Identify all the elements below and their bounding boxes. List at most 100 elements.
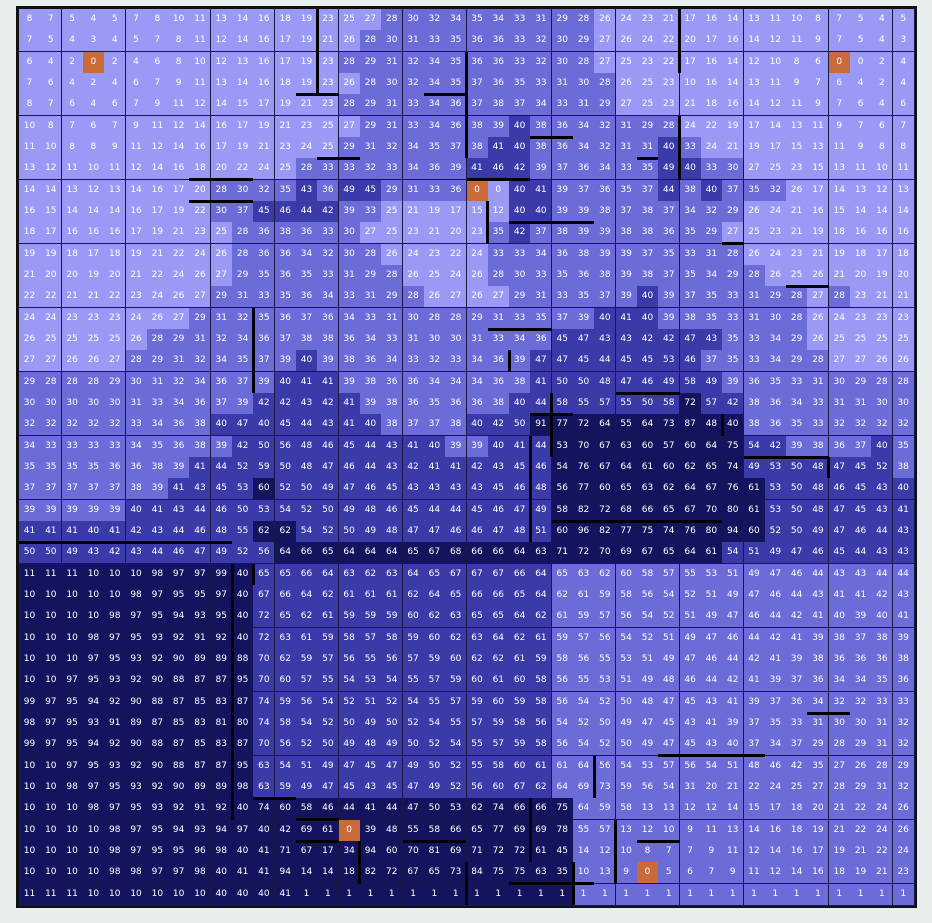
grid-cell[interactable]: 47: [189, 542, 212, 565]
grid-cell[interactable]: 34: [530, 94, 553, 117]
grid-cell[interactable]: 28: [786, 307, 809, 330]
grid-cell[interactable]: 7: [658, 841, 681, 863]
grid-cell[interactable]: 1: [850, 883, 873, 906]
grid-cell[interactable]: 45: [850, 478, 873, 501]
grid-cell[interactable]: 19: [807, 819, 830, 842]
grid-cell[interactable]: 6: [104, 94, 127, 117]
grid-cell[interactable]: 34: [764, 734, 787, 757]
grid-cell[interactable]: 12: [125, 158, 148, 181]
grid-cell[interactable]: 61: [573, 585, 596, 607]
grid-cell[interactable]: 40: [253, 414, 276, 437]
grid-cell[interactable]: 14: [722, 798, 745, 821]
grid-cell[interactable]: 27: [743, 158, 766, 181]
grid-cell[interactable]: 50: [786, 457, 809, 479]
grid-cell[interactable]: 40: [871, 606, 894, 629]
grid-cell[interactable]: 40: [594, 307, 617, 330]
grid-cell[interactable]: 98: [210, 841, 233, 863]
grid-cell[interactable]: 93: [104, 755, 127, 778]
grid-cell[interactable]: 55: [466, 734, 489, 757]
grid-cell[interactable]: 39: [594, 222, 617, 245]
grid-cell[interactable]: 33: [487, 243, 510, 266]
grid-cell[interactable]: 63: [636, 478, 659, 501]
grid-cell[interactable]: 34: [423, 115, 446, 138]
grid-cell[interactable]: 56: [296, 691, 319, 714]
grid-cell[interactable]: 33: [317, 265, 340, 287]
grid-cell[interactable]: 34: [210, 350, 233, 373]
grid-cell[interactable]: 19: [828, 841, 851, 863]
grid-cell[interactable]: 43: [466, 478, 489, 501]
grid-cell[interactable]: 24: [445, 265, 468, 287]
grid-cell[interactable]: 42: [274, 819, 297, 842]
grid-cell[interactable]: 10: [82, 819, 105, 842]
grid-cell[interactable]: 39: [551, 179, 574, 202]
grid-cell[interactable]: 78: [551, 819, 574, 842]
grid-cell[interactable]: 58: [274, 713, 297, 735]
grid-cell[interactable]: 11: [892, 158, 915, 181]
grid-cell[interactable]: 48: [530, 478, 553, 501]
grid-cell[interactable]: 40: [232, 883, 255, 906]
grid-cell[interactable]: 27: [40, 350, 63, 373]
grid-cell[interactable]: 34: [466, 350, 489, 373]
grid-cell[interactable]: 52: [445, 777, 468, 799]
grid-cell[interactable]: 59: [274, 691, 297, 714]
grid-cell[interactable]: 10: [40, 819, 63, 842]
grid-cell[interactable]: 70: [402, 841, 425, 863]
grid-cell[interactable]: 27: [210, 265, 233, 287]
grid-cell[interactable]: 65: [274, 606, 297, 629]
grid-cell[interactable]: 40: [210, 414, 233, 437]
grid-cell[interactable]: 18: [828, 222, 851, 245]
grid-cell[interactable]: 87: [232, 691, 255, 714]
grid-cell[interactable]: 14: [573, 841, 596, 863]
grid-cell[interactable]: 32: [871, 414, 894, 437]
grid-cell[interactable]: 45: [850, 499, 873, 522]
grid-cell[interactable]: 81: [210, 713, 233, 735]
grid-cell[interactable]: 50: [232, 499, 255, 522]
grid-cell[interactable]: 26: [764, 265, 787, 287]
grid-cell[interactable]: 41: [61, 521, 84, 543]
grid-cell[interactable]: 31: [381, 115, 404, 138]
grid-cell[interactable]: 36: [445, 115, 468, 138]
grid-cell[interactable]: 20: [40, 265, 63, 287]
grid-cell[interactable]: 43: [146, 521, 169, 543]
grid-cell[interactable]: 47: [658, 691, 681, 714]
grid-cell[interactable]: 29: [104, 371, 127, 394]
goal-cell[interactable]: 0: [82, 51, 105, 74]
grid-cell[interactable]: 62: [530, 777, 553, 799]
grid-cell[interactable]: 35: [722, 329, 745, 351]
grid-cell[interactable]: 43: [700, 329, 723, 351]
grid-cell[interactable]: 1: [892, 883, 915, 906]
grid-cell[interactable]: 14: [722, 73, 745, 95]
grid-cell[interactable]: 14: [61, 201, 84, 223]
grid-cell[interactable]: 55: [402, 819, 425, 842]
grid-cell[interactable]: 20: [850, 265, 873, 287]
grid-cell[interactable]: 60: [445, 649, 468, 671]
grid-cell[interactable]: 39: [658, 286, 681, 309]
grid-cell[interactable]: 19: [743, 137, 766, 159]
grid-cell[interactable]: 39: [168, 457, 191, 479]
grid-cell[interactable]: 46: [509, 478, 532, 501]
grid-cell[interactable]: 63: [573, 563, 596, 586]
grid-cell[interactable]: 26: [807, 307, 830, 330]
grid-cell[interactable]: 24: [871, 819, 894, 842]
grid-cell[interactable]: 97: [189, 563, 212, 586]
grid-cell[interactable]: 72: [253, 606, 276, 629]
grid-cell[interactable]: 21: [402, 201, 425, 223]
grid-cell[interactable]: 51: [296, 755, 319, 778]
grid-cell[interactable]: 43: [296, 393, 319, 415]
grid-cell[interactable]: 66: [274, 585, 297, 607]
grid-cell[interactable]: 46: [679, 670, 702, 693]
grid-cell[interactable]: 42: [764, 435, 787, 458]
grid-cell[interactable]: 24: [125, 307, 148, 330]
grid-cell[interactable]: 31: [189, 329, 212, 351]
grid-cell[interactable]: 24: [19, 307, 41, 330]
grid-cell[interactable]: 87: [146, 713, 169, 735]
grid-cell[interactable]: 59: [338, 606, 361, 629]
grid-cell[interactable]: 10: [19, 627, 41, 650]
grid-cell[interactable]: 28: [807, 350, 830, 373]
grid-cell[interactable]: 48: [743, 755, 766, 778]
grid-cell[interactable]: 36: [871, 649, 894, 671]
grid-cell[interactable]: 23: [636, 9, 659, 31]
grid-cell[interactable]: 62: [658, 478, 681, 501]
grid-cell[interactable]: 66: [530, 798, 553, 821]
grid-cell[interactable]: 51: [615, 670, 638, 693]
